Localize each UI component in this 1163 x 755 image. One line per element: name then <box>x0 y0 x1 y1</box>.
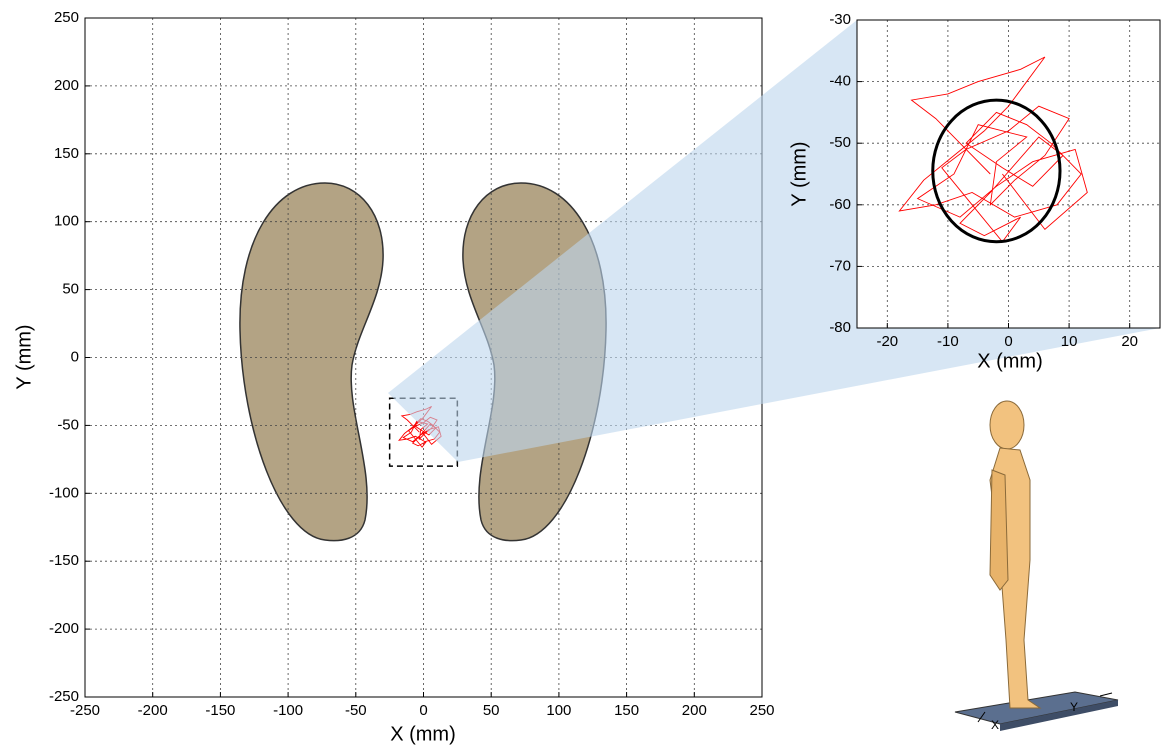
x-tick-label: 50 <box>483 702 500 719</box>
x-tick-label: 150 <box>614 702 639 719</box>
x-tick-label: -150 <box>205 702 235 719</box>
y-tick-label: -100 <box>49 484 79 501</box>
head <box>990 401 1024 449</box>
y-tick-label: 100 <box>54 213 79 230</box>
y-tick-label: -80 <box>829 319 851 336</box>
y-tick-label: -200 <box>49 620 79 637</box>
y-tick-label: -30 <box>829 11 851 28</box>
y-tick-label: -50 <box>57 416 79 433</box>
person-illustration: X Y <box>955 401 1118 732</box>
x-tick-label: -100 <box>273 702 303 719</box>
y-tick-label: 50 <box>62 281 79 298</box>
y-tick-label: -250 <box>49 688 79 705</box>
y-axis-label: Y (mm) <box>13 324 35 389</box>
y-axis-label: Y (mm) <box>788 141 810 206</box>
x-tick-label: 200 <box>682 702 707 719</box>
x-tick-label: 10 <box>1061 333 1078 350</box>
x-tick-label: 100 <box>546 702 571 719</box>
x-axis-label: X (mm) <box>390 723 456 745</box>
figure: -250-200-150-100-50050100150200250-250-2… <box>0 0 1163 750</box>
y-tick-label: 250 <box>54 9 79 26</box>
y-tick-label: 150 <box>54 145 79 162</box>
x-tick-label: 20 <box>1121 333 1138 350</box>
x-tick-label: -10 <box>937 333 959 350</box>
x-tick-label: 250 <box>749 702 774 719</box>
y-arrow <box>1100 693 1112 696</box>
y-tick-label: 200 <box>54 77 79 94</box>
y-tick-label: -150 <box>49 552 79 569</box>
y-tick-label: -60 <box>829 196 851 213</box>
x-tick-label: 0 <box>419 702 427 719</box>
arm <box>990 470 1008 590</box>
y-tick-label: 0 <box>71 348 79 365</box>
y-direction-label: Y <box>1070 700 1078 714</box>
x-tick-label: 0 <box>1004 333 1012 350</box>
x-tick-label: -200 <box>138 702 168 719</box>
y-tick-label: -40 <box>829 73 851 90</box>
x-tick-label: -50 <box>345 702 367 719</box>
x-tick-label: -20 <box>876 333 898 350</box>
y-tick-label: -70 <box>829 257 851 274</box>
x-axis-label: X (mm) <box>977 350 1043 372</box>
y-tick-label: -50 <box>829 134 851 151</box>
x-direction-label: X <box>991 718 999 732</box>
